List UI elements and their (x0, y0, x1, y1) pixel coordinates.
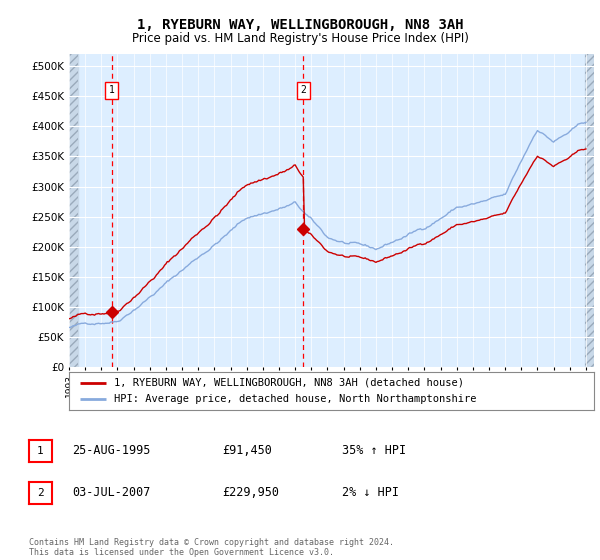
Text: 1, RYEBURN WAY, WELLINGBOROUGH, NN8 3AH (detached house): 1, RYEBURN WAY, WELLINGBOROUGH, NN8 3AH … (113, 377, 464, 388)
Text: 1, RYEBURN WAY, WELLINGBOROUGH, NN8 3AH: 1, RYEBURN WAY, WELLINGBOROUGH, NN8 3AH (137, 18, 463, 32)
Text: £229,950: £229,950 (222, 486, 279, 500)
Bar (69, 54, 79, 367)
Text: 25-AUG-1995: 25-AUG-1995 (72, 444, 151, 458)
Text: Contains HM Land Registry data © Crown copyright and database right 2024.
This d: Contains HM Land Registry data © Crown c… (29, 538, 394, 557)
Text: 2% ↓ HPI: 2% ↓ HPI (342, 486, 399, 500)
Text: HPI: Average price, detached house, North Northamptonshire: HPI: Average price, detached house, Nort… (113, 394, 476, 404)
Text: 1: 1 (37, 446, 44, 456)
Text: 2: 2 (300, 85, 306, 95)
Bar (69, 54, 79, 367)
Text: £91,450: £91,450 (222, 444, 272, 458)
Bar (584, 54, 594, 367)
Text: 35% ↑ HPI: 35% ↑ HPI (342, 444, 406, 458)
Text: 03-JUL-2007: 03-JUL-2007 (72, 486, 151, 500)
Bar (584, 54, 594, 367)
Text: 2: 2 (37, 488, 44, 498)
Text: Price paid vs. HM Land Registry's House Price Index (HPI): Price paid vs. HM Land Registry's House … (131, 32, 469, 45)
Text: 1: 1 (109, 85, 115, 95)
